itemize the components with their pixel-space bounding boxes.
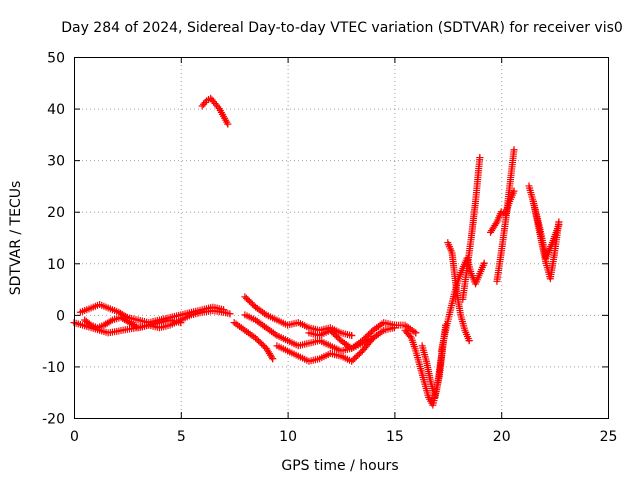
data-point [358,337,366,345]
data-point [252,334,260,342]
data-point [334,334,342,342]
data-point [352,353,360,361]
plot-border [74,57,609,419]
data-point [329,329,337,337]
data-point [242,294,250,302]
data-point [85,320,93,328]
data-point [245,297,253,305]
data-point [328,328,336,336]
data-point [201,99,209,107]
data-point [348,357,356,365]
series-arc-4 [198,94,232,128]
series-arc-12 [437,254,488,355]
data-points [70,94,563,409]
x-tick-label: 25 [600,429,618,445]
data-point [226,310,234,318]
y-tick-label: -20 [42,412,65,428]
series-arc-14 [459,154,484,303]
y-tick-label: 40 [47,102,65,118]
data-point [349,356,357,364]
data-point [360,335,368,343]
data-point [249,300,257,308]
data-point [510,146,518,154]
data-point [177,319,185,327]
data-point [492,220,500,228]
chart-title: Day 284 of 2024, Sidereal Day-to-day VTE… [61,20,623,36]
series-arc-18 [529,197,563,262]
y-tick-label: 50 [47,51,65,67]
series-arc-16 [493,146,518,285]
x-axis-label: GPS time / hours [281,458,398,474]
data-point [355,350,363,358]
data-point [107,317,115,325]
x-tick-label: 0 [70,429,79,445]
data-point [354,351,362,359]
data-point [332,332,340,340]
data-point [247,299,255,307]
data-point [361,334,369,342]
data-point [326,326,334,334]
series-arc-5 [241,293,356,339]
data-point [363,332,371,340]
series-arc-13 [444,239,473,345]
data-point [241,293,249,301]
data-point [268,353,276,361]
data-point [412,329,420,337]
series-arc-9 [305,319,420,352]
data-point [244,296,252,304]
x-tick-label: 20 [493,429,511,445]
x-tick-label: 15 [386,429,404,445]
axis-ticks [74,57,609,419]
data-point [364,331,372,339]
y-tick-label: 20 [47,205,65,221]
x-tick-label: 10 [279,429,297,445]
data-point [255,337,263,345]
data-point [220,306,228,314]
data-point [465,337,473,345]
data-point [476,154,484,162]
data-point [214,103,222,111]
data-point [258,340,266,348]
x-tick-label: 5 [177,429,186,445]
data-point [555,221,563,229]
data-point [351,354,359,362]
data-point [259,341,267,349]
data-point [406,333,414,341]
data-point [480,259,488,267]
axis-tick-labels: 0 5 10 15 20 25 -20 -10 0 10 20 30 40 50 [42,51,617,446]
y-tick-label: 30 [47,154,65,170]
data-point [256,338,264,346]
data-point [510,187,518,195]
y-tick-label: 10 [47,257,65,273]
y-tick-label: -10 [42,360,65,376]
data-point [366,329,374,337]
series-arc-6 [230,319,277,363]
data-point [224,120,232,128]
series-arc-3 [81,313,185,332]
data-point [348,331,356,339]
data-point [269,355,277,363]
grid-lines [74,57,608,418]
data-point [331,331,339,339]
y-tick-label: 0 [56,308,65,324]
data-point [253,336,261,344]
y-axis-label: SDTVAR / TECUs [8,181,24,296]
